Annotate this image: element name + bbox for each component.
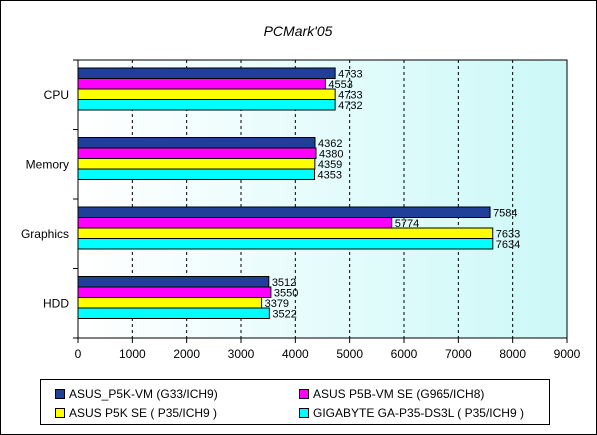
legend: ASUS_P5K-VM (G33/ICH9) ASUS P5B-VM SE (G9… [40,379,550,425]
bar [77,286,272,298]
bar [77,217,393,229]
data-label: 4362 [318,138,342,150]
category-label: HDD [43,296,69,310]
x-tick-label: 2000 [173,347,200,361]
legend-label: ASUS P5K SE ( P35/ICH9 ) [69,406,218,420]
data-label: 3522 [272,309,296,321]
bar [77,88,336,100]
legend-swatch [55,408,65,418]
legend-swatch [299,408,309,418]
bar [77,227,494,239]
data-label: 4380 [319,149,343,161]
bars [77,67,494,319]
x-tick-label: 5000 [336,347,363,361]
legend-label: ASUS_P5K-VM (G33/ICH9) [69,387,218,401]
bar [77,147,317,159]
chart-title: PCMark'05 [264,23,333,39]
data-label: 7634 [496,239,520,251]
grid-lines [131,60,514,338]
data-label: 7633 [496,229,520,241]
bar [77,78,326,90]
bar [77,158,316,170]
x-tick-label: 0 [75,347,82,361]
x-tick-label: 9000 [554,347,581,361]
data-label: 5774 [395,218,419,230]
data-label: 4359 [318,159,342,171]
bar [77,276,270,288]
legend-label: ASUS P5B-VM SE (G965/ICH8) [313,387,485,401]
bar [77,137,316,149]
legend-item: GIGABYTE GA-P35-DS3L ( P35/ICH9 ) [299,405,524,421]
legend-swatch [55,389,65,399]
category-label: CPU [44,88,69,102]
bar [77,238,494,250]
axes: 0 1000 2000 3000 4000 5000 6000 7000 8000 9000 CPU… [21,59,581,361]
data-label: 4353 [318,170,342,182]
x-tick-label: 7000 [445,347,472,361]
legend-label: GIGABYTE GA-P35-DS3L ( P35/ICH9 ) [313,406,524,420]
x-tick-label: 3000 [228,347,255,361]
bar [77,99,336,111]
legend-swatch [299,389,309,399]
x-tick-label: 1000 [119,347,146,361]
legend-item: ASUS P5K SE ( P35/ICH9 ) [55,405,217,421]
bar [77,206,491,218]
bar [77,307,270,319]
data-label: 7584 [493,208,517,220]
bar [77,168,316,180]
x-tick-label: 4000 [282,347,309,361]
data-label: 4733 [338,69,362,81]
category-label: Memory [26,157,69,171]
bar [77,67,336,79]
bar [77,297,263,309]
x-tick-label: 6000 [391,347,418,361]
legend-item: ASUS P5B-VM SE (G965/ICH8) [299,386,484,402]
data-label: 4732 [338,100,362,112]
x-tick-label: 8000 [499,347,526,361]
data-label: 3379 [265,298,289,310]
data-label: 3512 [272,277,296,289]
data-label: 4553 [328,79,352,91]
legend-item: ASUS_P5K-VM (G33/ICH9) [55,386,218,402]
data-label: 4733 [338,90,362,102]
data-labels: 4733455347334732436243804359435375845774… [265,69,521,321]
data-label: 3550 [274,288,298,300]
category-label: Graphics [21,227,69,241]
